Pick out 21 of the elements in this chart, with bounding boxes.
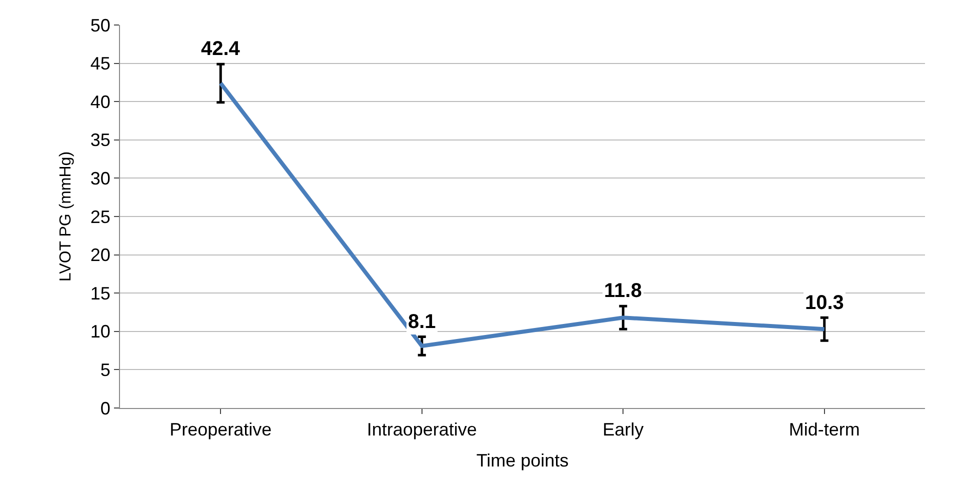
data-label: 11.8	[604, 280, 642, 302]
x-axis-title: Time points	[476, 450, 569, 471]
y-tick-label: 0	[100, 398, 110, 418]
data-label: 10.3	[805, 292, 844, 314]
y-tick-label: 15	[90, 283, 110, 304]
x-tick-label: Preoperative	[170, 420, 272, 440]
data-label: 8.1	[408, 311, 436, 333]
x-tick-label: Early	[602, 420, 644, 440]
y-tick-label: 5	[100, 360, 110, 380]
y-tick-label: 35	[90, 130, 110, 150]
y-tick-label: 10	[90, 322, 110, 342]
y-tick-label: 20	[90, 245, 110, 266]
x-tick-label: Intraoperative	[366, 420, 477, 440]
y-tick-label: 50	[90, 15, 110, 36]
y-tick-label: 25	[90, 206, 110, 227]
y-tick-label: 45	[90, 54, 110, 74]
x-tick-label: Mid-term	[788, 420, 860, 440]
y-tick-label: 40	[90, 92, 110, 112]
y-axis-title: LVOT PG (mmHg)	[57, 151, 74, 282]
data-label: 42.4	[201, 38, 241, 60]
y-tick-label: 30	[90, 168, 110, 188]
